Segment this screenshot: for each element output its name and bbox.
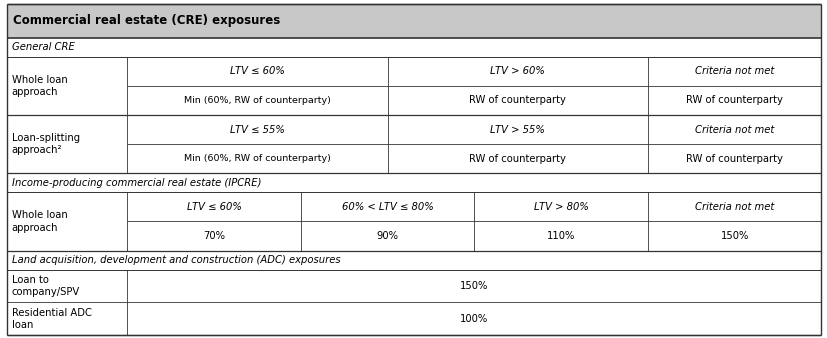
Text: 90%: 90% bbox=[376, 231, 398, 241]
Text: Loan-splitting
approach²: Loan-splitting approach² bbox=[12, 133, 79, 155]
Text: Criteria not met: Criteria not met bbox=[694, 202, 773, 212]
Text: Whole loan
approach: Whole loan approach bbox=[12, 210, 67, 233]
Text: Loan to
company/SPV: Loan to company/SPV bbox=[12, 275, 79, 297]
Text: LTV > 80%: LTV > 80% bbox=[533, 202, 588, 212]
Text: Criteria not met: Criteria not met bbox=[694, 66, 773, 76]
Text: 100%: 100% bbox=[460, 314, 488, 324]
Text: LTV > 60%: LTV > 60% bbox=[490, 66, 544, 76]
Text: RW of counterparty: RW of counterparty bbox=[686, 154, 782, 164]
Text: General CRE: General CRE bbox=[12, 42, 74, 52]
Text: Whole loan
approach: Whole loan approach bbox=[12, 75, 67, 97]
Text: RW of counterparty: RW of counterparty bbox=[469, 95, 566, 105]
Text: LTV ≤ 55%: LTV ≤ 55% bbox=[230, 124, 284, 135]
Text: RW of counterparty: RW of counterparty bbox=[469, 154, 566, 164]
Text: Income-producing commercial real estate (IPCRE): Income-producing commercial real estate … bbox=[12, 178, 261, 188]
Text: LTV ≤ 60%: LTV ≤ 60% bbox=[186, 202, 241, 212]
Text: Criteria not met: Criteria not met bbox=[694, 124, 773, 135]
Text: Commercial real estate (CRE) exposures: Commercial real estate (CRE) exposures bbox=[13, 14, 280, 27]
Text: 60% < LTV ≤ 80%: 60% < LTV ≤ 80% bbox=[342, 202, 433, 212]
Text: Land acquisition, development and construction (ADC) exposures: Land acquisition, development and constr… bbox=[12, 255, 340, 265]
Text: Min (60%, RW of counterparty): Min (60%, RW of counterparty) bbox=[184, 154, 331, 163]
Text: 150%: 150% bbox=[719, 231, 748, 241]
Text: Residential ADC
loan: Residential ADC loan bbox=[12, 308, 91, 330]
Text: RW of counterparty: RW of counterparty bbox=[686, 95, 782, 105]
Text: Min (60%, RW of counterparty): Min (60%, RW of counterparty) bbox=[184, 96, 331, 105]
Text: 150%: 150% bbox=[460, 281, 488, 291]
Bar bbox=[7, 4, 820, 38]
Text: LTV > 55%: LTV > 55% bbox=[490, 124, 544, 135]
Text: LTV ≤ 60%: LTV ≤ 60% bbox=[230, 66, 284, 76]
Text: 70%: 70% bbox=[203, 231, 225, 241]
Text: 110%: 110% bbox=[546, 231, 575, 241]
